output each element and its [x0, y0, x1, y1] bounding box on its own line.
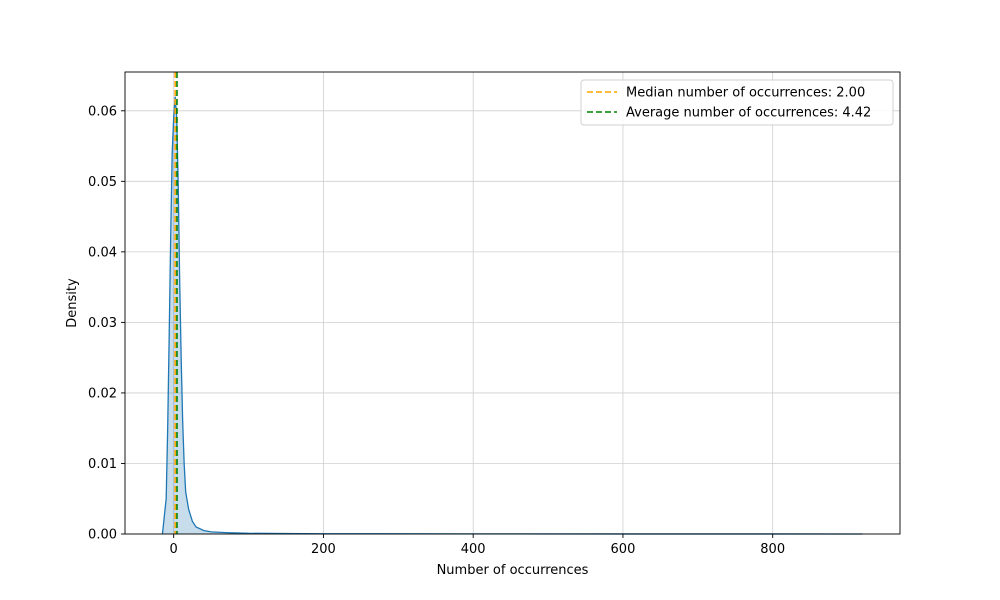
- legend-box: [580, 79, 894, 126]
- x-axis-label: Number of occurrences: [437, 563, 589, 578]
- y-axis-label: Density: [65, 278, 80, 328]
- y-tick-label: 0.00: [88, 528, 117, 543]
- y-tick-label: 0.01: [88, 457, 117, 472]
- axes-frame: [124, 71, 901, 535]
- x-tick-label: 600: [611, 542, 636, 557]
- legend-label: Average number of occurrences: 4.42: [626, 106, 871, 121]
- y-tick-label: 0.05: [88, 175, 117, 190]
- y-tick-label: 0.02: [88, 386, 117, 401]
- x-axis: 0 200 400 600 800: [170, 534, 785, 557]
- y-tick-label: 0.06: [88, 104, 117, 119]
- axes-border: [124, 71, 901, 535]
- legend-label: Median number of occurrences: 2.00: [626, 86, 865, 101]
- x-tick-label: 800: [760, 542, 785, 557]
- grid: [125, 72, 900, 535]
- legend: Median number of occurrences: 2.00 Averag…: [580, 79, 894, 126]
- x-tick-label: 400: [461, 542, 486, 557]
- y-tick-label: 0.04: [88, 245, 117, 260]
- y-axis: 0.00 0.01 0.02 0.03 0.04 0.05 0.06: [88, 104, 125, 543]
- y-tick-label: 0.03: [88, 316, 117, 331]
- x-tick-label: 200: [311, 542, 336, 557]
- x-tick-label: 0: [170, 542, 178, 557]
